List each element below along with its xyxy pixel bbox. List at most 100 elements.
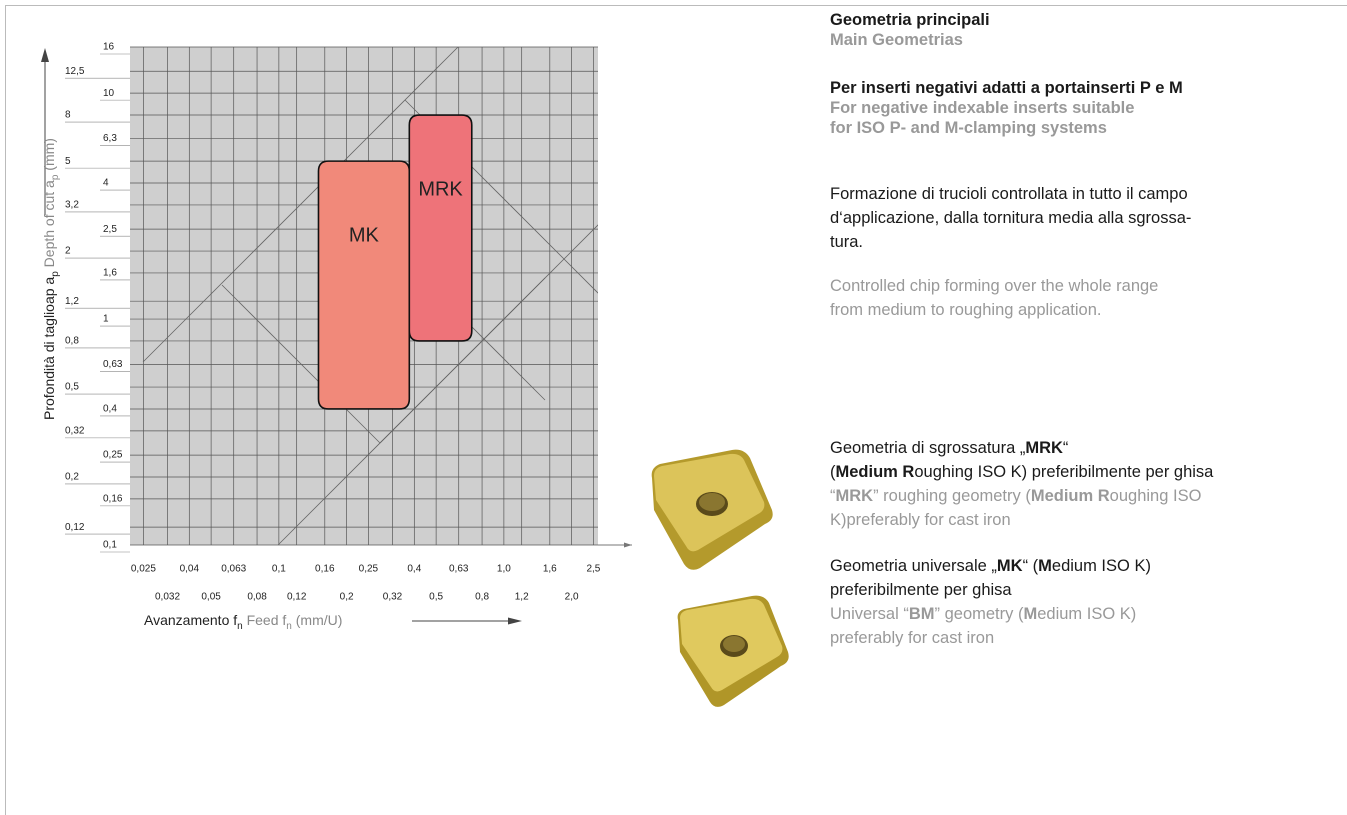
region <box>408 114 473 342</box>
text: oughing ISO K) preferibilmente per ghisa <box>914 463 1214 481</box>
y-tick-label: 0,2 <box>65 472 79 483</box>
x-tick-label: 0,08 <box>247 592 267 603</box>
y-tick-label: 0,1 <box>103 540 117 551</box>
x-tick-label: 0,025 <box>131 564 156 575</box>
text-line: from medium to roughing application. <box>830 301 1102 319</box>
x-tick-label: 0,32 <box>383 592 403 603</box>
y-tick-label: 4 <box>103 178 109 189</box>
text: preferibilmente per ghisa <box>830 581 1012 599</box>
label-part: Avanzamento f <box>144 612 237 628</box>
x-tick-label: 1,6 <box>543 564 557 575</box>
subscript: p <box>50 271 61 277</box>
text-line: tura. <box>830 233 864 251</box>
region-label: MK <box>349 224 380 246</box>
text-line: (Medium Roughing ISO K) preferibilmente … <box>830 463 1213 482</box>
text-line: for ISO P- and M-clamping systems <box>830 119 1107 137</box>
x-tick-label: 2,5 <box>586 564 600 575</box>
text-line: Geometria di sgrossatura „MRK“ <box>830 439 1068 458</box>
grid <box>130 46 598 546</box>
x-tick-label: 0,8 <box>475 592 489 603</box>
y-tick-label: 3,2 <box>65 200 79 211</box>
x-tick-label: 2,0 <box>565 592 579 603</box>
text-line: K)preferably for cast iron <box>830 511 1011 530</box>
y-tick-label: 5 <box>65 156 71 167</box>
text-line: For negative indexable inserts suitable <box>830 99 1135 117</box>
text: “ <box>1062 439 1069 457</box>
top-rule <box>5 5 1347 6</box>
x-tick-label: 0,1 <box>272 564 286 575</box>
guide-line <box>221 284 381 444</box>
text: ” geometry ( <box>934 605 1024 623</box>
x-axis-title: Avanzamento fn Feed fn (mm/U) <box>144 612 342 632</box>
text: ( <box>830 463 836 481</box>
y-tick-label: 2,5 <box>103 224 117 235</box>
x-tick-label: 1,0 <box>497 564 511 575</box>
x-tick-label: 0,063 <box>221 564 246 575</box>
x-tick-label: 0,05 <box>201 592 221 603</box>
y-tick-label: 0,16 <box>103 494 123 505</box>
insert-mk <box>677 595 789 707</box>
bold-text: Medium R <box>835 463 915 481</box>
y-tick-label: 10 <box>103 88 115 99</box>
y-tick-label: 8 <box>65 110 71 121</box>
region <box>317 160 411 410</box>
bold-text: BM <box>908 605 935 623</box>
ticks: 0,0250,0320,040,050,0630,080,10,120,160,… <box>65 42 601 603</box>
text-line: Formazione di trucioli controllata in tu… <box>830 185 1188 203</box>
x-tick-label: 0,04 <box>180 564 200 575</box>
bold-text: Medium R <box>1030 487 1110 505</box>
bold-text: M <box>1038 557 1052 575</box>
text: edium ISO K) <box>1051 557 1151 575</box>
bold-text: MK <box>996 557 1023 575</box>
label-part: Feed f <box>243 612 287 628</box>
x-tick-label: 0,25 <box>359 564 379 575</box>
text: edium ISO K) <box>1037 605 1137 623</box>
label-part: (mm/U) <box>292 612 343 628</box>
subscript: n <box>286 621 292 632</box>
text-line: Main Geometrias <box>830 31 963 49</box>
x-tick-label: 0,5 <box>429 592 443 603</box>
text: “ ( <box>1022 557 1039 575</box>
label-part: Depth of cut a <box>41 180 57 271</box>
text: K)preferably for cast iron <box>830 511 1011 529</box>
y-tick-label: 1 <box>103 314 109 325</box>
x-tick-label: 0,4 <box>407 564 421 575</box>
x-tick-label: 0,032 <box>155 592 180 603</box>
insert-mrk <box>651 449 773 570</box>
label-part: (mm) <box>41 138 57 175</box>
regions: MK MRK <box>317 114 473 410</box>
y-tick-label: 16 <box>103 42 115 53</box>
y-tick-label: 6,3 <box>103 133 117 144</box>
y-tick-label: 1,6 <box>103 268 117 279</box>
y-tick-label: 0,63 <box>103 359 123 370</box>
y-tick-label: 0,32 <box>65 426 85 437</box>
y-tick-label: 0,5 <box>65 382 79 393</box>
x-tick-label: 0,12 <box>287 592 307 603</box>
y-tick-label: 0,12 <box>65 522 85 533</box>
y-tick-label: 0,4 <box>103 404 117 415</box>
y-axis-title: Profondità di taglioap ap Depth of cut a… <box>41 138 61 420</box>
text: preferably for cast iron <box>830 629 995 647</box>
guide-line <box>142 47 459 363</box>
text-line: Per inserti negativi adatti a portainser… <box>830 79 1183 97</box>
text-line: Controlled chip forming over the whole r… <box>830 277 1159 295</box>
bold-text: MRK <box>1025 439 1063 457</box>
x-arrow-head <box>508 617 522 625</box>
text-line: Geometria universale „MK“ (Medium ISO K) <box>830 557 1151 576</box>
text: “ <box>830 487 836 505</box>
text-line: Universal “BM” geometry (Medium ISO K) <box>830 605 1136 624</box>
text-line: Geometria principali <box>830 11 990 29</box>
text: Geometria universale „ <box>830 557 997 575</box>
y-tick-label: 1,2 <box>65 296 79 307</box>
text-line: d‘applicazione, dalla tornitura media al… <box>830 209 1192 227</box>
bold-text: MRK <box>835 487 874 505</box>
text-line: “MRK” roughing geometry (Medium Roughing… <box>830 487 1201 506</box>
x-tick-label: 0,16 <box>315 564 335 575</box>
y-tick-label: 2 <box>65 246 71 257</box>
y-tick-label: 0,8 <box>65 336 79 347</box>
region-label: MRK <box>418 178 463 200</box>
text: ” roughing geometry ( <box>873 487 1031 505</box>
x-tick-label: 0,63 <box>449 564 469 575</box>
